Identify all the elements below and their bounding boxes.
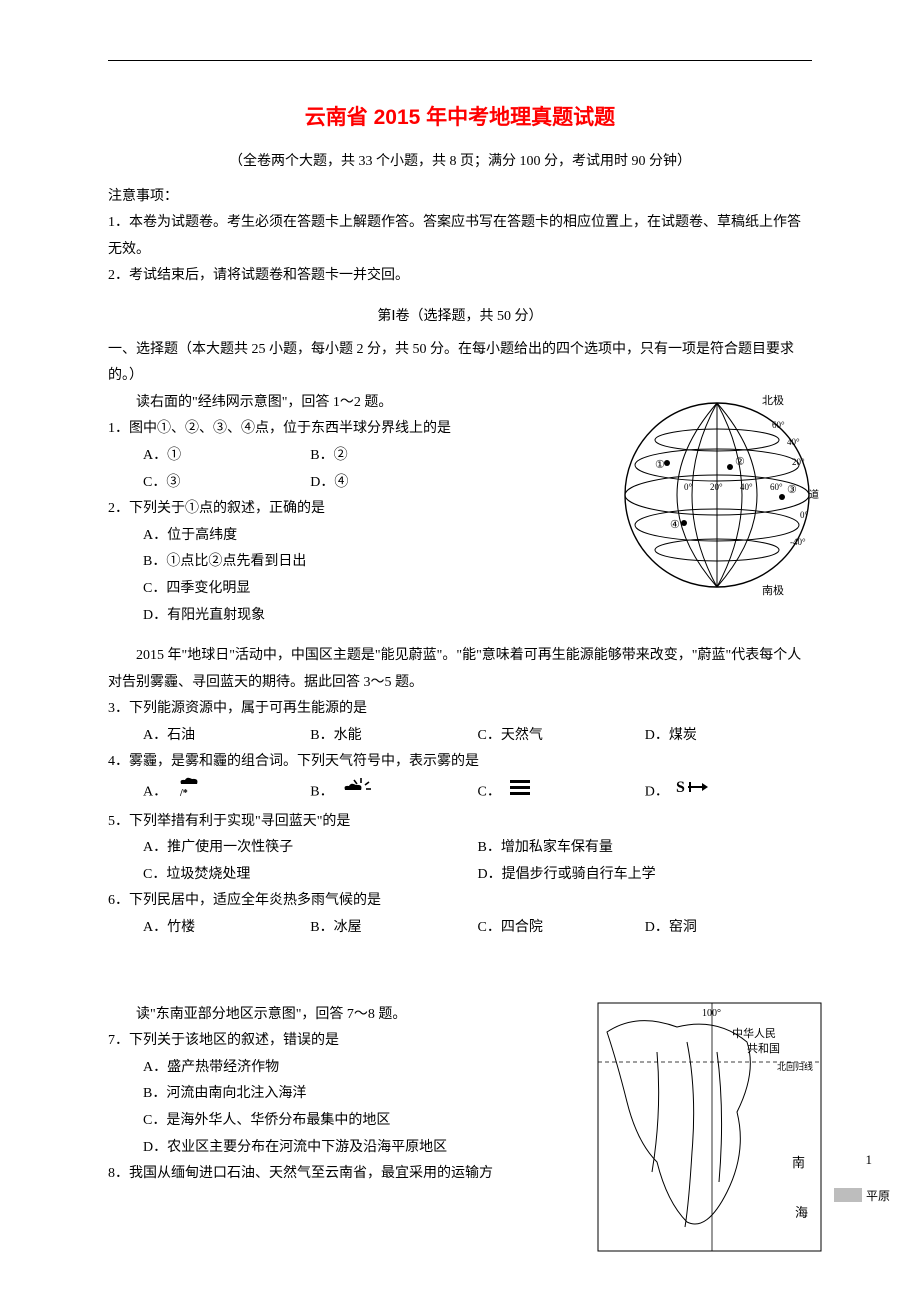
svg-text:海: 海 <box>795 1205 808 1220</box>
q2-opt-d: D．有阳光直射现象 <box>108 603 812 630</box>
q4-opt-a-label: A． <box>143 785 167 800</box>
legend-swatch <box>834 1188 862 1202</box>
svg-text:②: ② <box>735 456 745 468</box>
q1-opt-b: B．② <box>310 443 477 470</box>
notice-1: 1．本卷为试题卷。考生必须在答题卡上解题作答。答案应书写在答题卡的相应位置上，在… <box>108 210 812 263</box>
svg-text:③: ③ <box>787 484 797 496</box>
q3-stem: 3．下列能源资源中，属于可再生能源的是 <box>108 696 812 723</box>
q4-opt-c-label: C． <box>478 785 501 800</box>
svg-text:-40°: -40° <box>790 537 806 547</box>
exam-subtitle: （全卷两个大题，共 33 个小题，共 8 页；满分 100 分，考试用时 90 … <box>108 149 812 176</box>
map-legend: 平原 <box>834 1187 890 1204</box>
q4-opt-c: C． <box>478 778 645 807</box>
globe-figure: ① ② ③ ④ 北极 南极 道 0° 20° 40° 60° 20° 40° 6… <box>612 390 822 600</box>
sandstorm-arrow-icon: S <box>676 777 708 808</box>
q5-opt-d: D．提倡步行或骑自行车上学 <box>478 862 813 889</box>
svg-text:60°: 60° <box>772 420 785 430</box>
q6-opt-b: B．冰屋 <box>310 915 477 942</box>
q3-opt-b: B．水能 <box>310 723 477 750</box>
q1-opt-a: A．① <box>143 443 310 470</box>
q4-opt-b-label: B． <box>310 785 333 800</box>
q4-stem: 4．雾霾，是雾和霾的组合词。下列天气符号中，表示雾的是 <box>108 749 812 776</box>
svg-text:南: 南 <box>792 1155 805 1170</box>
svg-text:0°: 0° <box>684 482 693 492</box>
notice-label: 注意事项： <box>108 184 812 211</box>
q3-opt-c: C．天然气 <box>478 723 645 750</box>
q6-opt-a: A．竹楼 <box>143 915 310 942</box>
q5-opt-b: B．增加私家车保有量 <box>478 835 813 862</box>
svg-text:60°: 60° <box>770 482 783 492</box>
north-label: 北极 <box>762 393 784 407</box>
q5-opt-a: A．推广使用一次性筷子 <box>143 835 478 862</box>
svg-text:道: 道 <box>809 488 819 501</box>
q3-opt-d: D．煤炭 <box>645 723 812 750</box>
q1-opt-d: D．④ <box>310 470 477 497</box>
se-asia-map-figure: 100° 中华人民 共和国 北回归线 南 海 <box>597 1002 822 1252</box>
svg-text:①: ① <box>655 459 665 471</box>
svg-text:20°: 20° <box>792 457 805 467</box>
page-number: 1 <box>866 1152 873 1168</box>
part1-instruction: 一、选择题（本大题共 25 小题，每小题 2 分，共 50 分。在每小题给出的四… <box>108 337 812 390</box>
notice-2: 2．考试结束后，请将试题卷和答题卡一并交回。 <box>108 263 812 290</box>
q5-stem: 5．下列举措有利于实现"寻回蓝天"的是 <box>108 809 812 836</box>
svg-text:共和国: 共和国 <box>747 1042 780 1055</box>
svg-text:/*: /* <box>179 788 188 798</box>
q4-opt-b: B． <box>310 776 477 809</box>
svg-text:40°: 40° <box>787 437 800 447</box>
svg-text:0°: 0° <box>800 510 809 520</box>
legend-label: 平原 <box>866 1187 890 1204</box>
svg-text:40°: 40° <box>740 482 753 492</box>
rain-snow-icon: /* <box>175 776 203 809</box>
svg-text:100°: 100° <box>702 1008 721 1019</box>
svg-text:S: S <box>676 779 685 796</box>
fog-bars-icon <box>508 778 532 807</box>
svg-text:中华人民: 中华人民 <box>732 1026 776 1040</box>
top-rule <box>108 60 812 61</box>
sun-cloud-icon <box>341 776 371 809</box>
q6-opt-c: C．四合院 <box>478 915 645 942</box>
q6-opt-d: D．窑洞 <box>645 915 812 942</box>
q4-opt-a: A． /* <box>143 776 310 809</box>
svg-text:④: ④ <box>670 519 680 531</box>
q3-opt-a: A．石油 <box>143 723 310 750</box>
part1-heading: 第Ⅰ卷（选择题，共 50 分） <box>108 304 812 331</box>
svg-text:北回归线: 北回归线 <box>777 1061 813 1072</box>
q1-opt-c: C．③ <box>143 470 310 497</box>
svg-text:20°: 20° <box>710 482 723 492</box>
south-label: 南极 <box>762 583 784 597</box>
exam-title: 云南省 2015 年中考地理真题试题 <box>108 101 812 131</box>
q4-opt-d-label: D． <box>645 785 669 800</box>
group2-intro: 2015 年"地球日"活动中，中国区主题是"能见蔚蓝"。"能"意味着可再生能源能… <box>108 643 812 696</box>
q6-stem: 6．下列民居中，适应全年炎热多雨气候的是 <box>108 888 812 915</box>
q5-opt-c: C．垃圾焚烧处理 <box>143 862 478 889</box>
q4-opt-d: D． S <box>645 777 812 808</box>
